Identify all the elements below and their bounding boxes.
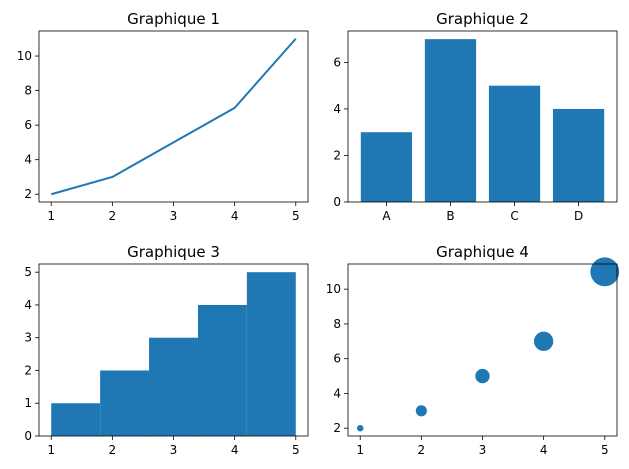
y-tick-label: 4 <box>333 386 341 400</box>
x-tick-label: C <box>510 209 518 223</box>
x-tick-label: 3 <box>170 443 178 457</box>
y-tick-label: 6 <box>333 55 341 69</box>
x-tick-label: 4 <box>231 209 239 223</box>
y-tick-label: 10 <box>17 49 32 63</box>
x-tick-label: 5 <box>292 443 300 457</box>
y-tick-label: 2 <box>24 363 32 377</box>
scatter-point <box>415 405 427 417</box>
y-tick-label: 3 <box>24 331 32 345</box>
x-tick-label: 4 <box>231 443 239 457</box>
y-tick-label: 0 <box>24 429 32 443</box>
y-tick-label: 4 <box>333 102 341 116</box>
x-tick-label: 2 <box>418 443 426 457</box>
y-tick-label: 4 <box>24 298 32 312</box>
x-tick-label: 3 <box>479 443 487 457</box>
x-tick-label: 4 <box>540 443 548 457</box>
y-tick-label: 2 <box>24 187 32 201</box>
bar-B <box>424 39 477 203</box>
chart-title: Graphique 2 <box>436 10 529 28</box>
chart-panel-3: Graphique 3 1 2 3 4 5 0 1 2 3 4 5 <box>24 243 309 457</box>
bar-D <box>552 108 605 202</box>
scatter-point <box>357 424 364 432</box>
x-tick-label: B <box>446 209 454 223</box>
x-tick-label: 1 <box>47 443 55 457</box>
y-tick-label: 2 <box>333 421 341 435</box>
y-tick-label: 10 <box>326 282 341 296</box>
y-tick-label: 8 <box>24 84 32 98</box>
histogram-bin <box>246 272 296 436</box>
x-tick-label: 5 <box>292 209 300 223</box>
chart-panel-1: Graphique 1 1 2 3 4 5 2 4 6 8 10 <box>17 10 309 223</box>
axes-frame <box>347 263 618 437</box>
chart-title: Graphique 3 <box>127 243 220 261</box>
chart-title: Graphique 1 <box>127 10 220 28</box>
y-tick-label: 2 <box>333 148 341 162</box>
bar-A <box>360 132 413 202</box>
x-tick-label: A <box>382 209 391 223</box>
x-tick-label: 2 <box>109 209 117 223</box>
scatter-point <box>590 257 620 287</box>
chart-title: Graphique 4 <box>436 243 529 261</box>
line-series <box>50 38 297 196</box>
histogram-bin <box>197 304 247 436</box>
y-tick-label: 4 <box>24 153 32 167</box>
y-tick-label: 1 <box>24 396 32 410</box>
y-tick-label: 5 <box>24 265 32 279</box>
axes-frame <box>38 30 309 203</box>
x-tick-label: 1 <box>356 443 364 457</box>
y-tick-label: 6 <box>24 118 32 132</box>
chart-panel-2: Graphique 2 A B C D 0 2 4 6 <box>333 10 618 223</box>
axes-frame <box>347 30 618 203</box>
histogram-bin <box>100 370 150 436</box>
x-tick-label: 2 <box>109 443 117 457</box>
x-tick-label: D <box>574 209 583 223</box>
x-tick-label: 5 <box>601 443 609 457</box>
scatter-point <box>533 331 554 351</box>
x-tick-label: 1 <box>47 209 55 223</box>
scatter-point <box>475 368 490 384</box>
bar-C <box>488 85 541 202</box>
y-tick-label: 8 <box>333 317 341 331</box>
x-tick-label: 3 <box>170 209 178 223</box>
histogram-bin <box>149 337 198 436</box>
y-tick-label: 6 <box>333 352 341 366</box>
histogram-bin <box>51 403 101 436</box>
chart-panel-4: Graphique 4 1 2 3 4 5 2 4 6 8 10 <box>326 243 620 457</box>
y-tick-label: 0 <box>333 195 341 209</box>
